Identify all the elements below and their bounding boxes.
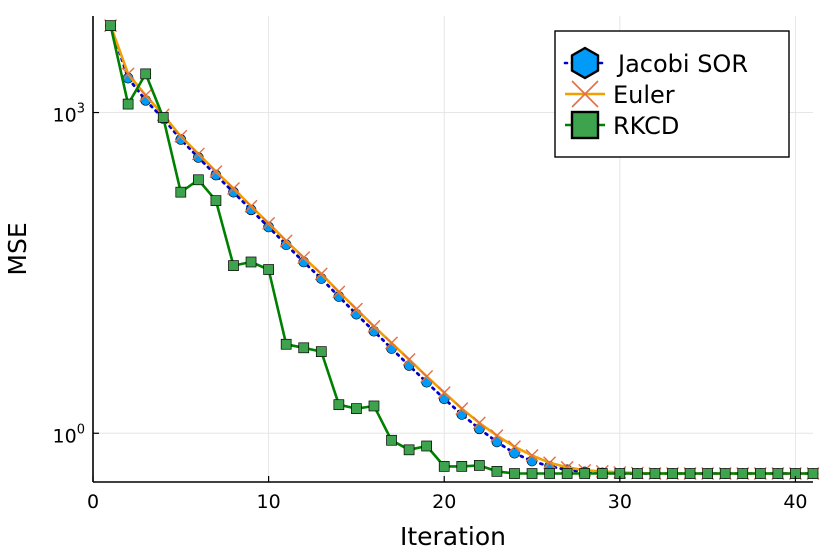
data-point: [509, 447, 520, 459]
legend-marker: [570, 46, 600, 80]
data-point: [351, 403, 362, 414]
legend: Jacobi SOR Euler RKCD: [554, 30, 790, 158]
data-point: [526, 468, 538, 479]
series-layer: [104, 19, 820, 481]
data-point: [228, 260, 239, 271]
data-point: [367, 319, 381, 333]
data-point: [596, 468, 608, 479]
data-point: [332, 285, 346, 299]
data-point: [543, 456, 557, 470]
data-point: [402, 352, 416, 366]
data-point: [667, 468, 678, 479]
data-point: [262, 216, 276, 230]
data-point: [807, 468, 819, 479]
y-tick-label: 100: [53, 422, 85, 447]
data-point: [437, 386, 451, 400]
data-point: [297, 251, 311, 265]
data-point: [754, 468, 766, 479]
data-point: [315, 346, 327, 357]
data-point: [579, 468, 591, 479]
y-axis-title: MSE: [3, 222, 32, 275]
x-axis-title: Iteration: [400, 522, 506, 551]
data-point: [702, 468, 713, 479]
data-point: [349, 302, 363, 316]
axes: [92, 16, 813, 483]
y-tick-label: 103: [53, 102, 85, 127]
data-point: [139, 88, 153, 102]
x-tick-label: 0: [87, 491, 99, 513]
data-point: [279, 234, 293, 248]
data-point: [561, 468, 573, 479]
legend-entry: RKCD: [565, 110, 679, 140]
data-point: [263, 264, 274, 275]
data-point: [420, 369, 434, 383]
data-point: [684, 468, 696, 479]
data-point: [314, 267, 328, 281]
data-point: [386, 434, 397, 446]
data-point: [472, 416, 486, 430]
data-point: [438, 461, 450, 472]
x-tick-label: 40: [783, 491, 807, 513]
data-point: [193, 174, 204, 186]
data-point: [245, 256, 257, 268]
data-point: [507, 440, 521, 454]
data-point: [209, 165, 223, 179]
legend-entry: Euler: [565, 80, 675, 109]
data-point: [174, 129, 188, 143]
data-point: [421, 440, 433, 452]
data-point: [491, 466, 503, 477]
data-point: [175, 186, 187, 198]
data-point: [333, 399, 345, 411]
x-tick-label: 10: [257, 491, 281, 513]
data-point: [772, 468, 784, 479]
legend-marker: [570, 110, 600, 140]
data-point: [385, 336, 399, 350]
data-point: [456, 461, 468, 472]
data-point: [473, 460, 485, 471]
data-point: [525, 448, 539, 462]
data-point: [210, 195, 222, 206]
data-point: [121, 67, 135, 81]
data-point: [226, 181, 240, 195]
x-tick-label: 20: [432, 491, 456, 513]
data-point: [244, 199, 258, 213]
legend-label: Euler: [613, 81, 675, 109]
ticks: 0 10 20 30 40 100 103: [53, 102, 808, 513]
legend-label: RKCD: [613, 112, 679, 140]
data-point: [403, 444, 415, 456]
data-point: [298, 342, 310, 354]
data-point: [140, 68, 152, 80]
data-point: [280, 338, 292, 350]
legend-marker: [571, 80, 599, 108]
data-point: [122, 98, 134, 110]
data-point: [632, 468, 643, 479]
series-rkcd: [105, 20, 819, 479]
data-point: [191, 147, 205, 161]
x-tick-label: 30: [608, 491, 632, 513]
data-point: [105, 20, 116, 31]
data-point: [509, 468, 520, 479]
data-point: [737, 468, 749, 479]
legend-label: Jacobi SOR: [616, 50, 748, 78]
data-point: [157, 112, 169, 123]
data-point: [368, 400, 380, 412]
data-point: [544, 468, 555, 479]
data-point: [490, 429, 504, 443]
legend-entry: Jacobi SOR: [563, 46, 748, 80]
data-point: [719, 468, 731, 479]
data-point: [455, 402, 469, 416]
data-point: [649, 468, 661, 479]
